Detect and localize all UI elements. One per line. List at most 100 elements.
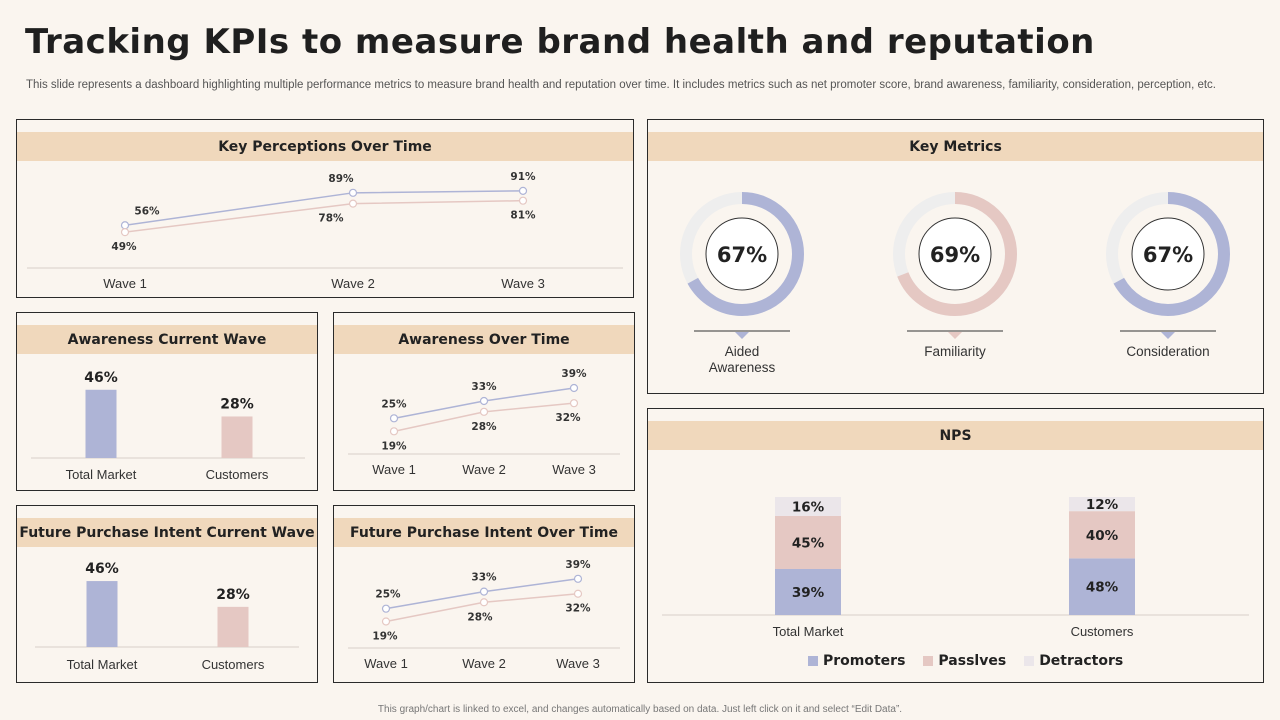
x-tick-label: Total Market bbox=[773, 624, 844, 639]
fpi-current-panel: Future Purchase Intent Current Wave 46% T… bbox=[16, 505, 318, 683]
fpi-time-panel: Future Purchase Intent Over Time Wave 1 W… bbox=[333, 505, 635, 683]
key-metrics-panel-title: Key Metrics bbox=[648, 132, 1263, 161]
fpi-time-chart[interactable]: Wave 1 Wave 2 Wave 3 25% 33% 39% 19% 28% 32% bbox=[334, 506, 634, 682]
data-label: 32% bbox=[555, 412, 581, 424]
awareness-current-chart[interactable]: 46% Total Market 28% Customers bbox=[17, 313, 317, 490]
data-point bbox=[381, 604, 391, 613]
data-label: 25% bbox=[375, 589, 401, 601]
legend-label-promoters: Promoters bbox=[823, 653, 906, 669]
x-tick-label: Wave 2 bbox=[462, 656, 506, 671]
ring-progress bbox=[893, 192, 1017, 316]
data-point bbox=[569, 383, 579, 393]
data-label: 16% bbox=[792, 499, 825, 515]
data-label: 39% bbox=[792, 585, 825, 601]
stacked-bar-segment bbox=[775, 497, 841, 516]
metric-pointer-icon bbox=[1161, 332, 1175, 339]
perceptions-panel: Key Perceptions Over Time Wave 1 Wave 2 Wa… bbox=[16, 119, 634, 298]
legend-swatch-detractors bbox=[1024, 656, 1035, 666]
data-point bbox=[573, 589, 583, 598]
x-tick-label: Customers bbox=[206, 467, 269, 482]
data-point bbox=[348, 199, 358, 208]
x-tick-label: Wave 1 bbox=[103, 276, 147, 291]
data-label: 33% bbox=[471, 572, 497, 584]
stacked-bar-segment bbox=[775, 568, 841, 615]
x-tick-label: Wave 3 bbox=[552, 462, 596, 477]
x-tick-label: Customers bbox=[202, 657, 265, 672]
data-label: 56% bbox=[134, 205, 160, 217]
x-tick-label: Wave 1 bbox=[372, 462, 416, 477]
data-label: 19% bbox=[372, 630, 398, 642]
data-label: 48% bbox=[1086, 580, 1119, 596]
data-label: 49% bbox=[111, 241, 137, 253]
awareness-current-panel: Awareness Current Wave 46% Total Market 28… bbox=[16, 312, 318, 491]
nps-legend: Promoters Passlves Detractors bbox=[808, 653, 1141, 669]
data-label: 40% bbox=[1086, 528, 1119, 544]
bar bbox=[221, 416, 253, 458]
bar bbox=[217, 606, 249, 647]
data-point bbox=[120, 228, 130, 237]
awareness-time-panel-title: Awareness Over Time bbox=[334, 325, 634, 354]
legend-swatch-promoters bbox=[808, 656, 818, 666]
bar bbox=[85, 389, 117, 458]
metric-label-familiarity: Familiarity bbox=[924, 344, 986, 359]
ring-inner bbox=[1131, 217, 1205, 291]
perceptions-chart[interactable]: Wave 1 Wave 2 Wave 3 56% 89% 91% 49% 78% 81% bbox=[17, 120, 633, 297]
ring-inner bbox=[918, 217, 992, 291]
fpi-time-panel-title: Future Purchase Intent Over Time bbox=[334, 518, 634, 547]
metric-label-aided-awareness: Aided Awareness bbox=[708, 344, 776, 375]
metric-value: 69% bbox=[930, 243, 980, 267]
fpi-current-panel-title: Future Purchase Intent Current Wave bbox=[17, 518, 317, 547]
data-point bbox=[389, 427, 399, 436]
data-label: 32% bbox=[565, 603, 591, 615]
data-point bbox=[573, 574, 583, 583]
metric-pointer-icon bbox=[735, 332, 749, 339]
legend-label-detractors: Detractors bbox=[1039, 653, 1124, 669]
data-point bbox=[569, 399, 579, 408]
x-tick-label: Wave 3 bbox=[556, 656, 600, 671]
legend-item-detractors[interactable]: Detractors bbox=[1024, 653, 1123, 669]
x-tick-label: Wave 2 bbox=[331, 276, 375, 291]
data-point bbox=[479, 407, 489, 416]
bar bbox=[86, 581, 118, 647]
legend-label-passives: Passlves bbox=[938, 653, 1007, 669]
awareness-current-panel-title: Awareness Current Wave bbox=[17, 325, 317, 354]
awareness-time-panel: Awareness Over Time Wave 1 Wave 2 Wave 3 25… bbox=[333, 312, 635, 491]
x-tick-label: Wave 1 bbox=[364, 656, 408, 671]
data-label: 46% bbox=[85, 561, 119, 577]
ring-progress bbox=[1106, 192, 1230, 316]
data-label: 81% bbox=[510, 210, 536, 222]
metric-pointer-icon bbox=[948, 332, 962, 339]
data-label: 28% bbox=[220, 396, 254, 412]
nps-panel: NPS 39% 45% 16% Total Market 48% 40% 12% Custom… bbox=[647, 408, 1264, 683]
data-point bbox=[389, 414, 399, 423]
metric-label-consideration: Consideration bbox=[1126, 344, 1210, 359]
page-subtitle: This slide represents a dashboard highli… bbox=[26, 79, 1216, 91]
nps-chart[interactable]: 39% 45% 16% Total Market 48% 40% 12% Customers bbox=[648, 409, 1263, 682]
data-label: 45% bbox=[792, 535, 825, 551]
legend-item-passives[interactable]: Passlves bbox=[923, 653, 1006, 669]
data-point bbox=[518, 196, 528, 205]
data-label: 46% bbox=[84, 370, 118, 386]
data-label: 39% bbox=[561, 368, 587, 380]
x-tick-label: Wave 2 bbox=[462, 462, 506, 477]
data-label: 91% bbox=[510, 171, 536, 183]
metric-value: 67% bbox=[1143, 243, 1193, 267]
x-tick-label: Total Market bbox=[67, 657, 138, 672]
data-label: 33% bbox=[471, 381, 497, 393]
fpi-current-chart[interactable]: 46% Total Market 28% Customers bbox=[17, 506, 317, 682]
nps-panel-title: NPS bbox=[648, 421, 1263, 450]
data-point bbox=[381, 617, 391, 626]
perceptions-panel-title: Key Perceptions Over Time bbox=[17, 132, 633, 161]
stacked-bar-segment bbox=[1069, 497, 1135, 512]
awareness-time-chart[interactable]: Wave 1 Wave 2 Wave 3 25% 33% 39% 19% 28% 32% bbox=[334, 313, 634, 490]
data-label: 39% bbox=[565, 559, 591, 571]
data-label: 25% bbox=[381, 398, 407, 410]
x-tick-label: Customers bbox=[1071, 624, 1134, 639]
stacked-bar-segment bbox=[775, 515, 841, 569]
ring-inner bbox=[705, 217, 779, 291]
data-label: 89% bbox=[328, 173, 354, 185]
key-metrics-chart[interactable]: 67% 69% 67% bbox=[648, 120, 1263, 393]
data-label: 28% bbox=[471, 421, 497, 433]
data-label: 12% bbox=[1086, 497, 1119, 513]
legend-item-promoters[interactable]: Promoters bbox=[808, 653, 905, 669]
